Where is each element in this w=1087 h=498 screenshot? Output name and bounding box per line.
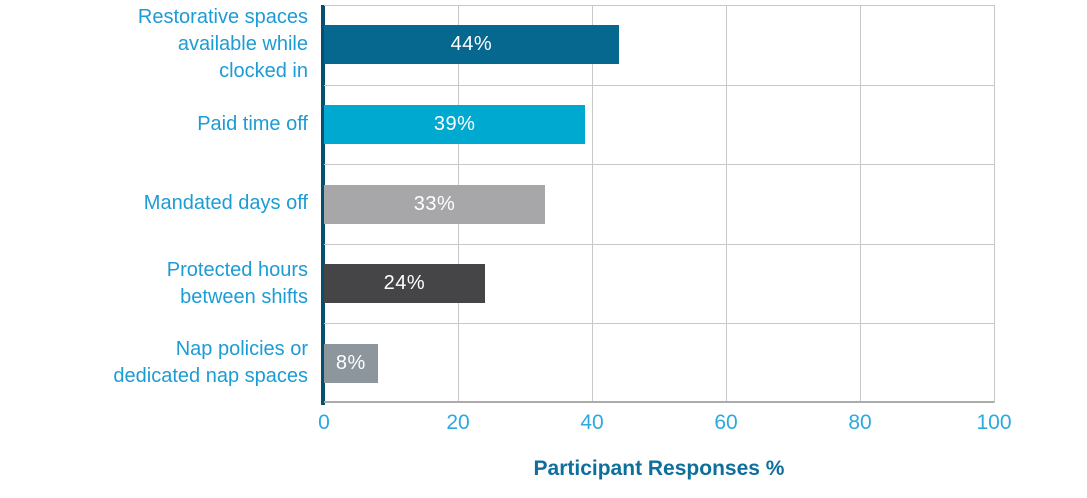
bar: 24% [324, 264, 485, 304]
x-axis-ticks: 0 20 40 60 80 100 [0, 411, 1087, 439]
bar: 33% [324, 184, 546, 224]
gridline-vertical [725, 5, 727, 403]
x-axis-baseline [324, 401, 994, 403]
x-tick-label: 40 [580, 411, 604, 434]
x-axis-title: Participant Responses % [533, 457, 785, 480]
category-label: Nap policies or dedicated nap spaces [113, 338, 308, 388]
bar: 39% [324, 104, 586, 144]
x-tick-label: 100 [976, 411, 1012, 434]
x-tick-label: 20 [446, 411, 470, 434]
category-label-row: Nap policies or dedicated nap spaces [0, 323, 308, 403]
bar-value-label: 8% [335, 351, 366, 374]
category-label-row: Mandated days off [0, 164, 308, 244]
category-label-row: Restorative spaces available while clock… [0, 5, 308, 85]
gridline-horizontal [324, 164, 994, 165]
category-labels: Restorative spaces available while clock… [0, 5, 308, 403]
bar: 8% [324, 343, 378, 383]
bar-value-label: 33% [413, 192, 456, 215]
gridline-vertical [591, 5, 593, 403]
bar-value-label: 44% [450, 33, 493, 56]
plot-area: 44% 39% 33% 24% 8% [321, 5, 995, 405]
bar-value-label: 39% [433, 112, 476, 135]
category-label: Restorative spaces available while clock… [137, 6, 308, 83]
category-label: Paid time off [197, 112, 308, 135]
y-axis-line [321, 5, 325, 405]
gridline-vertical [859, 5, 861, 403]
bar: 44% [324, 25, 619, 65]
gridline-horizontal [324, 85, 994, 86]
category-label: Mandated days off [143, 192, 308, 215]
category-label: Protected hours between shifts [166, 258, 308, 308]
x-tick-label: 80 [848, 411, 872, 434]
gridline-horizontal [324, 244, 994, 245]
category-label-row: Protected hours between shifts [0, 244, 308, 324]
x-tick-label: 60 [714, 411, 738, 434]
gridline-vertical [993, 5, 995, 403]
bar-value-label: 24% [383, 272, 426, 295]
gridline-horizontal [324, 323, 994, 324]
category-label-row: Paid time off [0, 85, 308, 165]
x-tick-label: 0 [318, 411, 330, 434]
gridline-horizontal [324, 5, 994, 6]
